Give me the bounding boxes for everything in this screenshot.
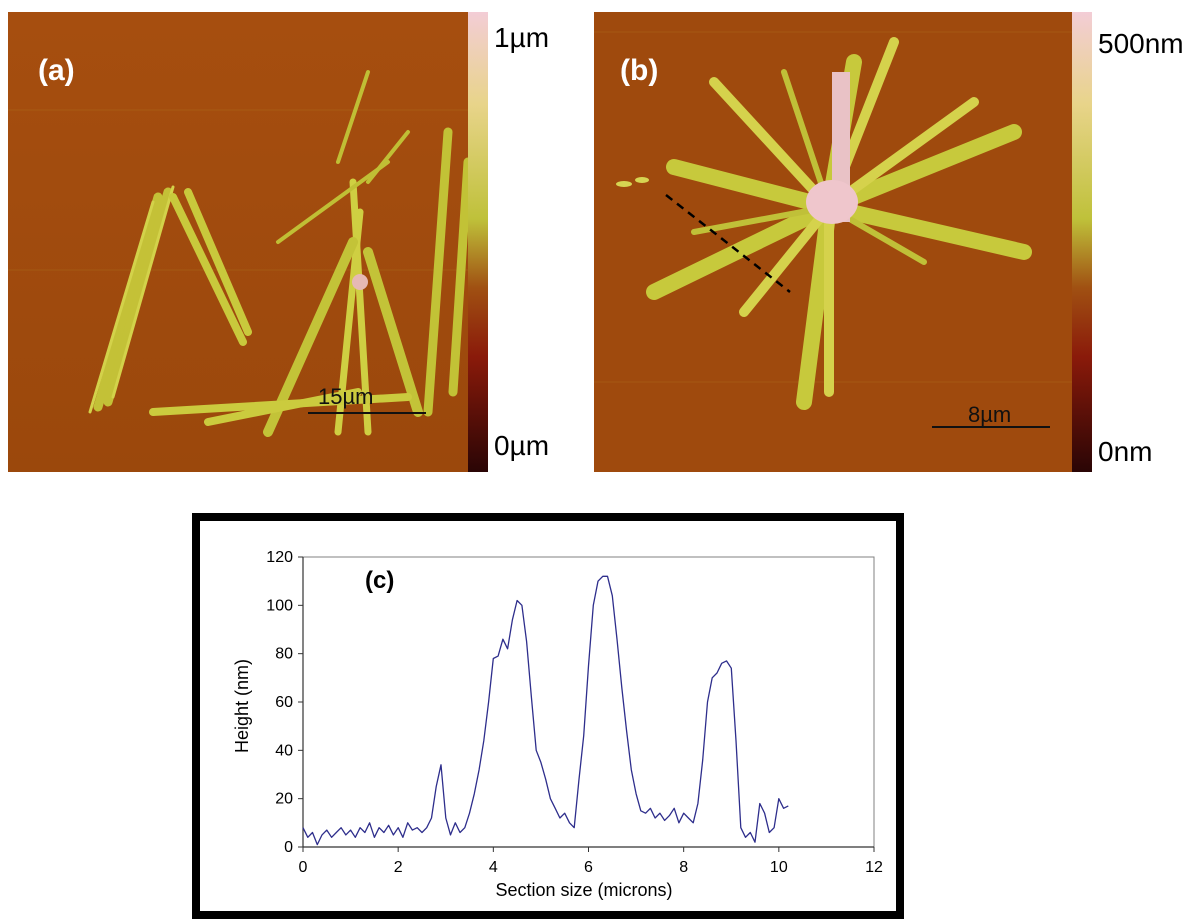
y-tick-label: 120 [266, 549, 293, 566]
colorbar-b [1072, 12, 1092, 472]
scale-bar-label-b: 8µm [968, 402, 1012, 427]
panel-label-a: (a) [38, 54, 75, 87]
colorbar-max-a: 1µm [494, 22, 550, 53]
series-line [302, 575, 789, 846]
afm-image-a: (a) 15µm [8, 12, 468, 472]
y-tick-label: 20 [275, 791, 293, 808]
y-tick-label: 40 [275, 742, 293, 759]
y-tick-label: 0 [284, 839, 293, 856]
x-tick-label: 10 [770, 859, 788, 876]
plot-area-border [302, 556, 875, 848]
y-tick-label: 100 [266, 597, 293, 614]
panel-label-b: (b) [620, 54, 659, 87]
scale-bar-b [932, 426, 1050, 428]
x-tick-label: 8 [679, 859, 688, 876]
y-axis-label: Height (nm) [232, 659, 252, 753]
panel-label-c: (c) [365, 567, 394, 594]
afm-image-b: (b) 8µm [594, 12, 1072, 472]
y-tick-label: 60 [275, 694, 293, 711]
afm-image-a-graphic [8, 12, 468, 472]
chart-frame: 0 2 4 6 8 10 12 0 20 40 60 80 100 120 (c) Section siz… [192, 513, 904, 919]
x-tick-label: 12 [865, 859, 883, 876]
scale-bar-label-a: 15µm [318, 384, 374, 409]
colorbar-max-b: 500nm [1098, 28, 1184, 59]
x-tick-label: 4 [489, 859, 498, 876]
colorbar-a [468, 12, 488, 472]
colorbar-min-a: 0µm [494, 430, 550, 461]
x-tick-label: 6 [584, 859, 593, 876]
x-tick-label: 2 [394, 859, 403, 876]
scale-bar-a [308, 412, 426, 414]
afm-image-b-graphic [594, 12, 1072, 472]
colorbar-min-b: 0nm [1098, 436, 1153, 467]
y-tick-label: 80 [275, 646, 293, 663]
x-tick-label: 0 [299, 859, 308, 876]
x-axis-label: Section size (microns) [495, 880, 672, 900]
